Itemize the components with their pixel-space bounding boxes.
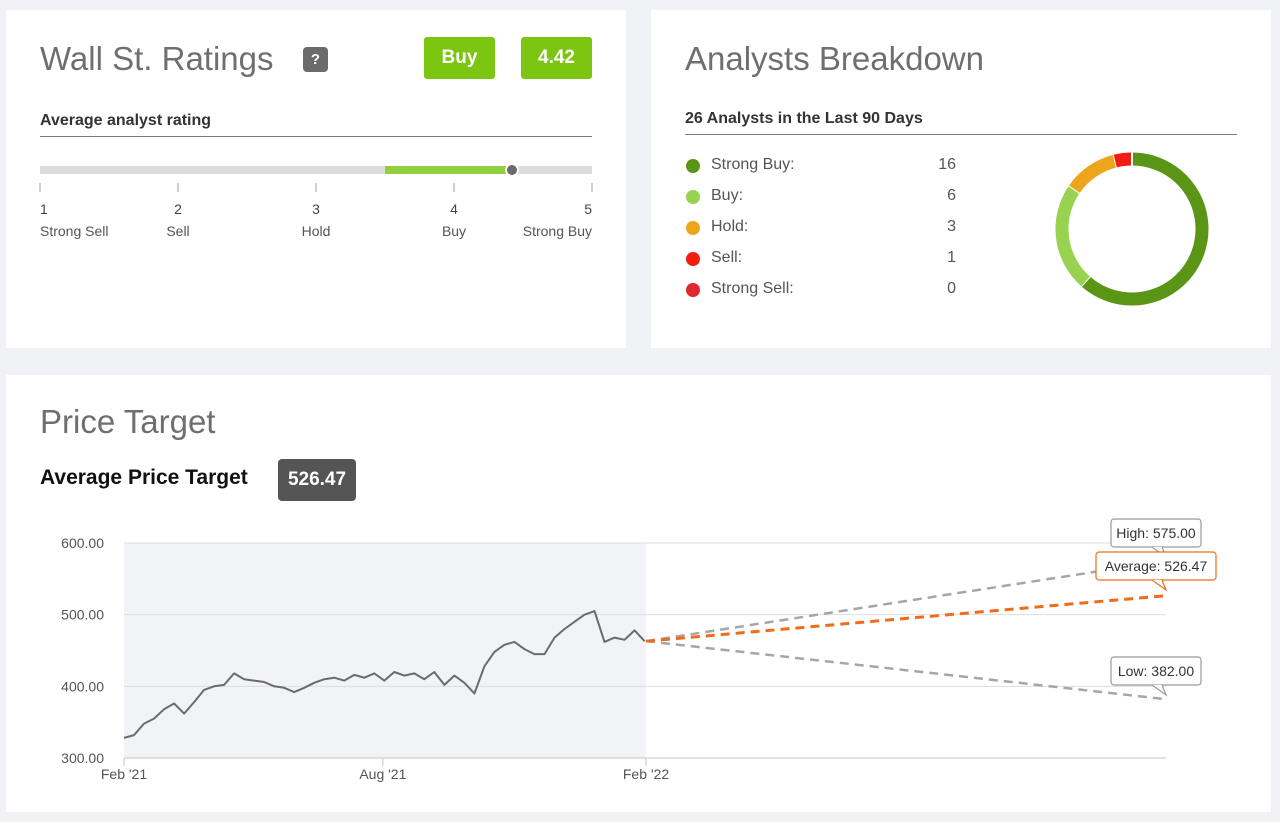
rating-marker: [504, 163, 519, 177]
legend-label: Strong Sell:: [711, 280, 794, 297]
rating-track: [40, 163, 592, 177]
divider: [685, 134, 1237, 135]
legend-item: Strong Sell: 0: [686, 279, 956, 301]
donut-slice: [1055, 185, 1091, 287]
scale-label: Strong Buy: [522, 223, 592, 239]
scale-tick: [39, 183, 41, 192]
scale-tick: [453, 183, 455, 192]
y-tick-label: 600.00: [61, 535, 104, 551]
y-tick-label: 400.00: [61, 678, 104, 694]
breakdown-donut-chart: [1055, 151, 1209, 306]
x-tick-label: Aug '21: [359, 766, 406, 782]
donut-slice: [1113, 152, 1133, 168]
legend-count: 0: [947, 280, 956, 297]
high-target-callout[interactable]: High: 575.00: [1110, 518, 1202, 559]
help-button[interactable]: ?: [303, 47, 328, 72]
consensus-badge: Buy: [424, 37, 495, 79]
legend-dot: [686, 252, 700, 266]
legend-count: 16: [938, 156, 956, 173]
price-history-line: [123, 610, 646, 739]
divider: [40, 136, 592, 137]
score-badge: 4.42: [521, 37, 592, 79]
average-rating-subtitle: Average analyst rating: [40, 112, 212, 129]
y-tick-label: 300.00: [61, 750, 104, 766]
scale-tick: [591, 183, 593, 192]
legend-item: Strong Buy: 16: [686, 155, 956, 177]
legend-label: Hold:: [711, 218, 749, 235]
price-target-card: Price Target Average Price Target 526.47…: [6, 375, 1271, 812]
x-tick-label: Feb '21: [101, 766, 147, 782]
slice-separator: [1067, 184, 1082, 195]
x-tick-label: Feb '22: [623, 766, 669, 782]
legend-dot: [686, 159, 700, 173]
scale-number: 4: [450, 201, 458, 217]
legend-count: 6: [947, 187, 956, 204]
high-target-line: [645, 559, 1167, 643]
high-target-label: High: 575.00: [1116, 525, 1196, 541]
legend-dot: [686, 221, 700, 235]
donut-slice: [1069, 154, 1118, 194]
ratings-title: Wall St. Ratings: [40, 40, 274, 77]
low-target-callout[interactable]: Low: 382.00: [1110, 656, 1202, 697]
legend-item: Hold: 3: [686, 217, 956, 239]
scale-label: Buy: [441, 223, 467, 239]
legend-label: Sell:: [711, 249, 743, 266]
scale-label: Sell: [166, 223, 190, 239]
y-tick-label: 500.00: [61, 607, 104, 623]
price-target-title: Price Target: [40, 403, 216, 440]
low-target-label: Low: 382.00: [1118, 663, 1194, 679]
average-target-callout[interactable]: Average: 526.47: [1095, 551, 1217, 592]
average-price-target-badge: 526.47: [278, 459, 356, 501]
scale-number: 2: [174, 201, 182, 217]
legend-item: Buy: 6: [686, 186, 956, 208]
legend-label: Buy:: [711, 187, 744, 204]
scale-tick: [177, 183, 179, 192]
history-region: [124, 543, 646, 758]
legend-count: 1: [947, 249, 956, 266]
scale-number: 5: [584, 201, 592, 217]
average-target-label: Average: 526.47: [1105, 558, 1208, 574]
rating-fill: [385, 166, 512, 174]
legend-dot: [686, 283, 700, 297]
breakdown-subtitle: 26 Analysts in the Last 90 Days: [685, 110, 923, 127]
scale-number: 1: [40, 201, 48, 217]
low-target-line: [645, 639, 1167, 701]
legend-item: Sell: 1: [686, 248, 956, 270]
scale-label: Strong Sell: [40, 223, 109, 239]
legend-label: Strong Buy:: [711, 156, 795, 173]
average-price-target-label: Average Price Target: [40, 466, 248, 489]
legend-count: 3: [947, 218, 956, 235]
wall-st-ratings-card: Wall St. Ratings ? Buy 4.42 Average anal…: [6, 10, 626, 348]
scale-number: 3: [312, 201, 320, 217]
scale-label: Hold: [301, 223, 331, 239]
average-target-line: [645, 594, 1167, 643]
scale-tick: [315, 183, 317, 192]
legend-dot: [686, 190, 700, 204]
donut-slice: [1081, 152, 1209, 306]
analysts-breakdown-card: Analysts Breakdown 26 Analysts in the La…: [651, 10, 1271, 348]
breakdown-title: Analysts Breakdown: [685, 40, 984, 77]
